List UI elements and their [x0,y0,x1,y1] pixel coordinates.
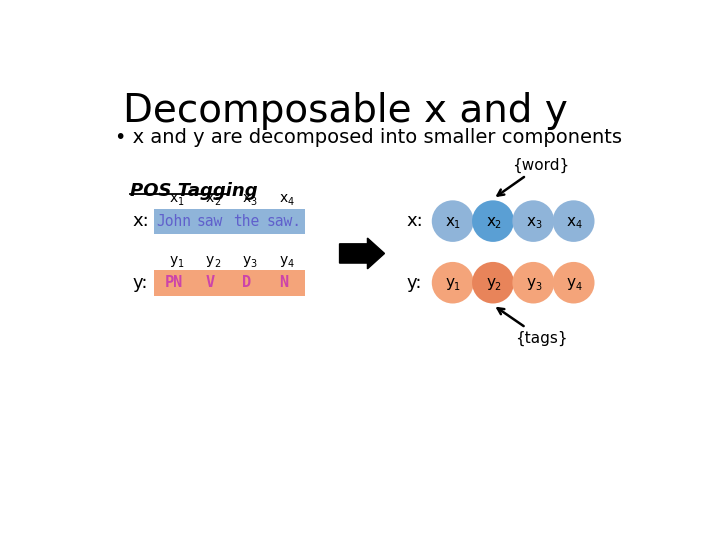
Text: x: x [486,214,495,228]
Circle shape [472,262,514,303]
Text: D: D [242,275,251,290]
Text: x:: x: [406,212,423,230]
Text: Decomposable x and y: Decomposable x and y [122,92,567,130]
Text: 2: 2 [495,281,501,292]
Text: 1: 1 [178,259,184,269]
Text: John: John [156,214,192,228]
Text: x: x [446,214,455,228]
Text: {word}: {word} [498,157,570,195]
Text: x:: x: [132,212,149,230]
Text: 3: 3 [535,281,541,292]
Circle shape [553,262,595,303]
Text: 4: 4 [575,281,581,292]
Text: x: x [279,191,288,205]
Text: POS Tagging: POS Tagging [130,182,258,200]
Text: y: y [526,275,536,290]
Circle shape [553,200,595,242]
Text: 1: 1 [454,220,460,230]
Text: 2: 2 [214,259,220,269]
FancyBboxPatch shape [153,271,305,296]
Text: • x and y are decomposed into smaller components: • x and y are decomposed into smaller co… [114,128,622,147]
Text: N: N [279,275,288,290]
Circle shape [513,200,554,242]
Text: y: y [567,275,576,290]
Text: y:: y: [406,274,422,292]
Text: y: y [446,275,455,290]
Text: saw: saw [197,214,223,228]
Text: 2: 2 [214,197,220,207]
Text: y: y [206,253,215,267]
Text: y: y [170,253,178,267]
Text: y:: y: [132,274,148,292]
Text: x: x [170,191,178,205]
Text: 2: 2 [495,220,501,230]
Text: 4: 4 [575,220,581,230]
Text: V: V [206,275,215,290]
Text: 3: 3 [251,259,256,269]
Text: 3: 3 [251,197,256,207]
Text: PN: PN [165,275,183,290]
Text: 1: 1 [178,197,184,207]
Text: 4: 4 [287,259,294,269]
Text: x: x [243,191,251,205]
Circle shape [472,200,514,242]
FancyBboxPatch shape [153,209,305,234]
Text: x: x [526,214,536,228]
Text: y: y [486,275,495,290]
Circle shape [432,262,474,303]
Text: x: x [206,191,215,205]
Text: y: y [279,253,288,267]
Text: 4: 4 [287,197,294,207]
Circle shape [432,200,474,242]
Text: the: the [233,214,260,228]
Text: saw.: saw. [266,214,301,228]
FancyArrow shape [340,238,384,269]
Text: 1: 1 [454,281,460,292]
Circle shape [513,262,554,303]
Text: x: x [567,214,576,228]
Text: {tags}: {tags} [498,308,567,346]
Text: 3: 3 [535,220,541,230]
Text: y: y [243,253,251,267]
